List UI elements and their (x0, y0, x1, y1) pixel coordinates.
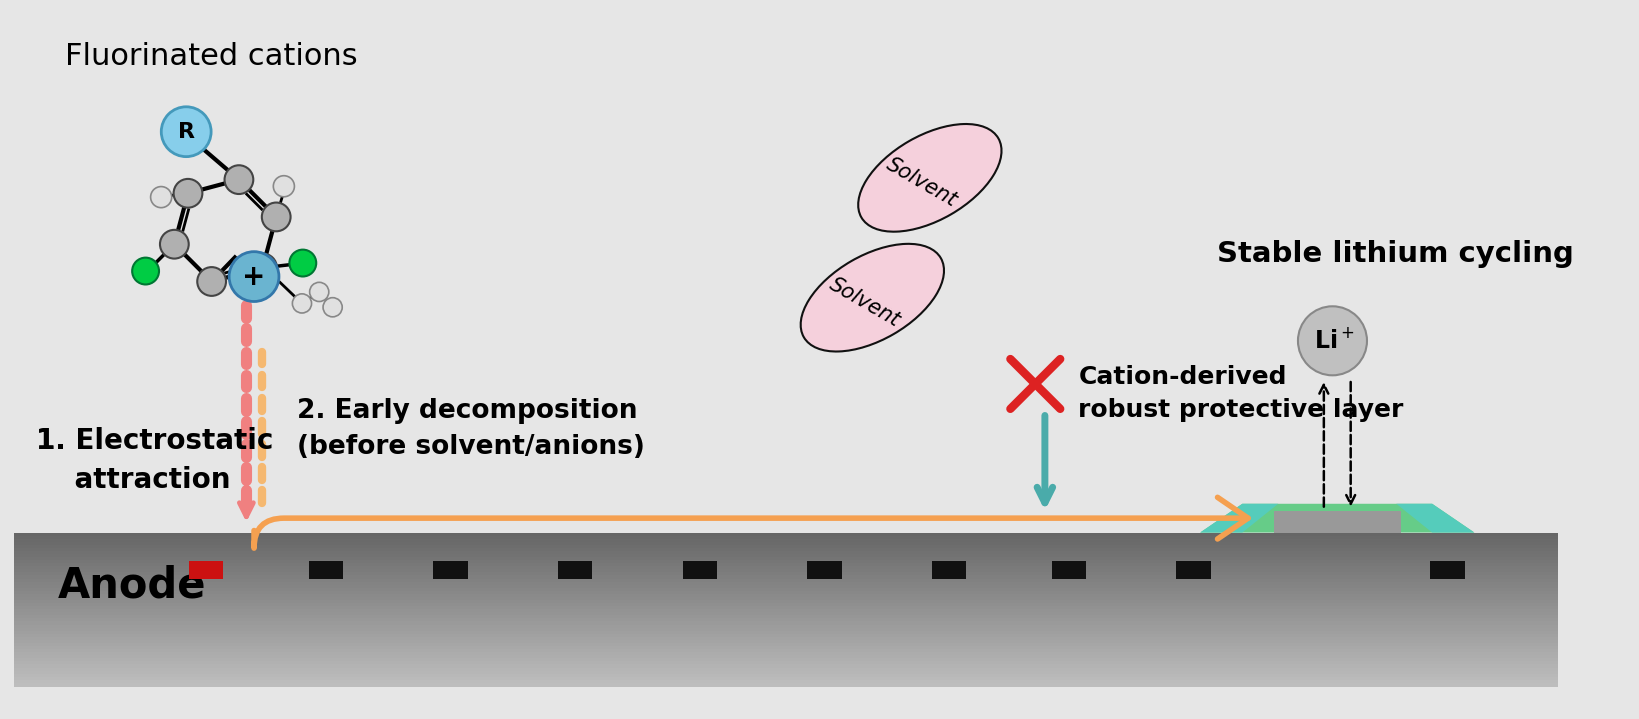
Bar (15, 643, 1557, 647)
Bar (15, 646, 1557, 650)
Bar (931, 562, 965, 579)
Bar (15, 652, 1557, 656)
Bar (15, 536, 1557, 540)
Text: Cation-derived
robust protective layer: Cation-derived robust protective layer (1078, 365, 1403, 422)
Bar (15, 600, 1557, 604)
Bar (433, 562, 467, 579)
Bar (15, 585, 1557, 589)
Bar (557, 562, 592, 579)
Circle shape (274, 175, 295, 197)
Bar (15, 587, 1557, 592)
Bar (15, 664, 1557, 669)
Circle shape (151, 186, 172, 208)
Bar (15, 631, 1557, 635)
Bar (15, 572, 1557, 577)
Bar (15, 567, 1557, 570)
Bar (15, 609, 1557, 613)
Bar (1274, 511, 1400, 533)
Bar (15, 683, 1557, 687)
Bar (15, 615, 1557, 619)
Text: Fluorinated cations: Fluorinated cations (66, 42, 357, 70)
Circle shape (262, 203, 290, 232)
Bar (15, 628, 1557, 632)
Bar (15, 597, 1557, 601)
Circle shape (323, 298, 343, 317)
Ellipse shape (800, 244, 944, 352)
Circle shape (161, 107, 211, 157)
Bar (15, 640, 1557, 644)
Bar (15, 569, 1557, 573)
Bar (15, 649, 1557, 653)
Text: Solvent: Solvent (883, 155, 960, 211)
Bar (15, 551, 1557, 555)
Text: 2. Early decomposition
(before solvent/anions): 2. Early decomposition (before solvent/a… (297, 398, 644, 460)
Bar (15, 659, 1557, 662)
Bar (15, 563, 1557, 567)
Bar (15, 661, 1557, 665)
Bar (15, 582, 1557, 586)
Circle shape (292, 294, 311, 313)
Bar (806, 562, 841, 579)
Circle shape (229, 252, 279, 301)
Bar (15, 679, 1557, 684)
Circle shape (197, 267, 226, 296)
Bar (188, 562, 223, 579)
Bar (15, 667, 1557, 672)
Circle shape (161, 230, 188, 259)
Bar (15, 606, 1557, 610)
Text: Anode: Anode (57, 564, 207, 606)
Bar (308, 562, 343, 579)
Text: +: + (243, 262, 266, 290)
Bar (15, 621, 1557, 626)
Polygon shape (1395, 504, 1473, 533)
Bar (15, 618, 1557, 623)
Text: Stable lithium cycling: Stable lithium cycling (1216, 240, 1573, 268)
Text: Solvent: Solvent (824, 274, 903, 331)
Circle shape (1296, 306, 1367, 375)
Bar (15, 554, 1557, 558)
Bar (15, 545, 1557, 549)
Polygon shape (1200, 504, 1473, 533)
Bar (1051, 562, 1085, 579)
Bar (682, 562, 716, 579)
Bar (15, 633, 1557, 638)
Text: 1.: 1. (36, 427, 75, 455)
Bar (15, 613, 1557, 616)
Bar (15, 548, 1557, 552)
Circle shape (174, 179, 202, 208)
Ellipse shape (857, 124, 1001, 232)
Text: 1. Electrostatic
    attraction: 1. Electrostatic attraction (36, 427, 274, 494)
Bar (15, 541, 1557, 546)
Bar (15, 579, 1557, 582)
Bar (15, 603, 1557, 607)
Bar (15, 655, 1557, 659)
Bar (15, 674, 1557, 678)
Bar (15, 539, 1557, 543)
Text: Li$^+$: Li$^+$ (1313, 329, 1354, 353)
Circle shape (225, 165, 252, 194)
Circle shape (133, 257, 159, 285)
Bar (15, 560, 1557, 564)
FancyArrowPatch shape (254, 498, 1247, 548)
Bar (1429, 562, 1464, 579)
Circle shape (288, 249, 316, 277)
Circle shape (247, 254, 277, 283)
Bar (15, 677, 1557, 681)
Circle shape (310, 283, 328, 301)
Bar (15, 591, 1557, 595)
Bar (15, 533, 1557, 536)
Bar (15, 557, 1557, 561)
Bar (15, 575, 1557, 580)
Bar (15, 594, 1557, 598)
Bar (15, 637, 1557, 641)
Bar (15, 671, 1557, 674)
Bar (15, 625, 1557, 628)
Polygon shape (1200, 504, 1277, 533)
Bar (1175, 562, 1210, 579)
Text: R: R (177, 122, 195, 142)
